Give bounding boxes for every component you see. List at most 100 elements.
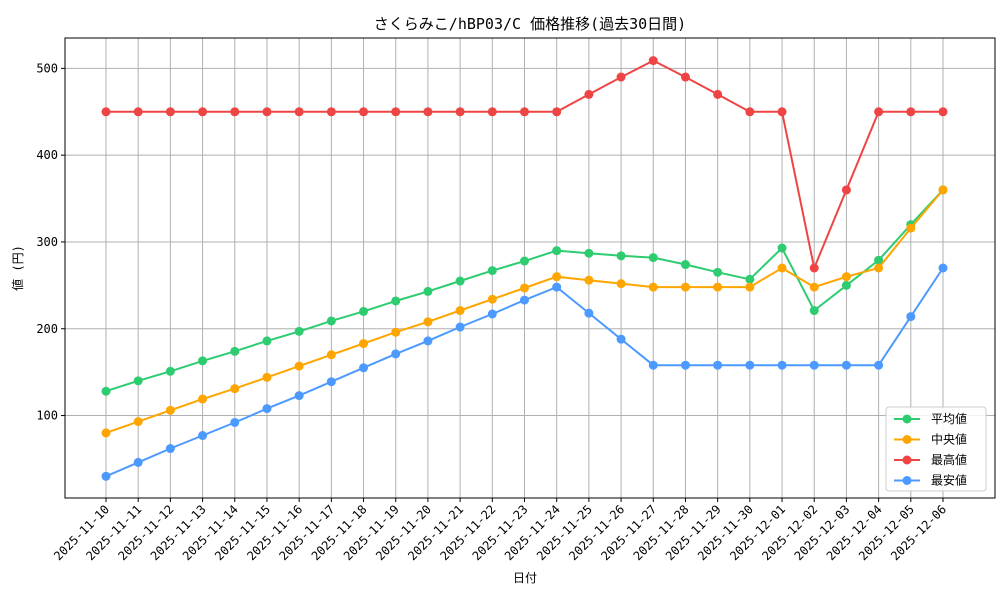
data-point	[841, 280, 851, 290]
legend-item: 中央値	[894, 432, 967, 447]
data-point	[391, 296, 401, 306]
legend-box	[885, 406, 987, 492]
data-point	[423, 336, 433, 346]
data-point	[455, 276, 465, 286]
data-point	[680, 360, 690, 370]
y-tick-label: 100	[36, 409, 58, 423]
data-point	[938, 263, 948, 273]
legend-label: 平均値	[931, 411, 967, 426]
chart-title: さくらみこ/hBP03/C 価格推移(過去30日間)	[374, 15, 686, 33]
data-point	[520, 256, 529, 266]
data-point	[777, 263, 787, 273]
data-point	[809, 306, 819, 316]
data-point	[584, 248, 594, 258]
data-point	[198, 431, 208, 441]
data-point	[262, 372, 272, 382]
legend-item: 平均値	[894, 411, 967, 426]
data-point	[713, 89, 723, 99]
series-2	[101, 56, 948, 273]
legend-marker	[902, 435, 912, 444]
data-point	[874, 360, 884, 370]
data-point	[841, 360, 851, 370]
data-point	[165, 107, 175, 117]
data-point	[552, 272, 562, 282]
data-point	[165, 444, 175, 454]
data-point	[809, 282, 819, 292]
data-point	[487, 107, 497, 117]
legend-item: 最安値	[894, 473, 967, 488]
legend-label: 最安値	[931, 473, 967, 488]
data-point	[198, 107, 208, 117]
data-point	[487, 266, 497, 276]
data-point	[455, 322, 465, 332]
series-0	[101, 185, 948, 396]
data-point	[133, 457, 143, 467]
data-point	[648, 360, 658, 370]
legend-label: 最高値	[931, 452, 967, 467]
data-point	[520, 295, 529, 305]
data-point	[552, 107, 562, 117]
data-point	[938, 107, 948, 117]
data-point	[423, 286, 433, 296]
data-point	[680, 260, 690, 270]
data-point	[294, 107, 304, 117]
data-point	[101, 386, 111, 396]
data-point	[262, 336, 272, 346]
data-point	[584, 308, 594, 318]
data-point	[552, 282, 562, 292]
data-point	[326, 316, 336, 326]
data-point	[874, 263, 884, 273]
data-point	[133, 417, 143, 427]
data-point	[906, 312, 916, 322]
x-axis-label: 日付	[513, 571, 537, 585]
legend-item: 最高値	[894, 452, 967, 467]
data-point	[230, 384, 240, 394]
data-point	[294, 361, 304, 371]
data-point	[391, 327, 401, 337]
data-point	[423, 107, 433, 117]
data-point	[326, 377, 336, 387]
data-point	[648, 56, 658, 66]
plot-frame	[64, 37, 996, 499]
data-point	[262, 404, 272, 414]
data-point	[520, 107, 529, 117]
x-axis-ticks: 2025-11-102025-11-112025-11-122025-11-13…	[51, 498, 949, 563]
data-point	[841, 272, 851, 282]
data-point	[230, 417, 240, 427]
data-point	[294, 391, 304, 401]
data-point	[455, 107, 465, 117]
data-point	[777, 243, 787, 253]
data-point	[262, 107, 272, 117]
data-point	[777, 360, 787, 370]
data-point	[616, 72, 626, 82]
data-point	[906, 107, 916, 117]
data-point	[294, 326, 304, 336]
data-point	[938, 185, 948, 195]
data-point	[809, 263, 819, 273]
data-point	[101, 107, 111, 117]
y-tick-label: 500	[36, 61, 58, 75]
legend-marker	[902, 476, 912, 485]
data-point	[648, 282, 658, 292]
data-point	[326, 107, 336, 117]
y-axis-ticks: 100 200 300 400 500	[36, 61, 65, 423]
legend-marker	[902, 414, 912, 424]
data-point	[616, 334, 626, 344]
data-point	[584, 89, 594, 99]
data-point	[680, 72, 690, 82]
data-point	[391, 349, 401, 359]
data-point	[616, 251, 626, 261]
data-point	[198, 394, 208, 404]
data-point	[391, 107, 401, 117]
data-point	[552, 246, 562, 256]
data-point	[101, 471, 111, 481]
data-point	[713, 267, 723, 277]
data-point	[455, 306, 465, 316]
data-point	[745, 107, 755, 117]
data-point	[777, 107, 787, 117]
data-point	[874, 255, 884, 265]
data-point	[713, 360, 723, 370]
